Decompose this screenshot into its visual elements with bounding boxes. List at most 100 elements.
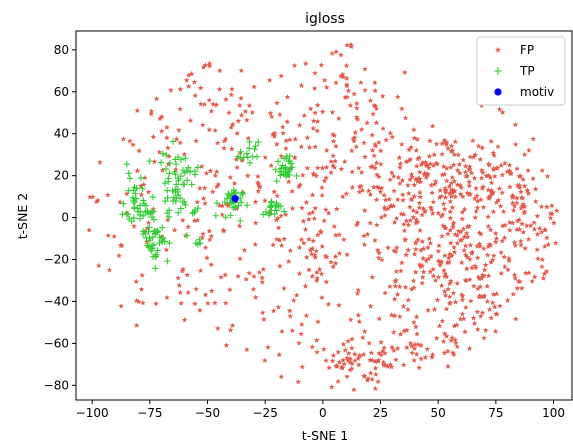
fp-point	[481, 245, 487, 252]
tp-point	[156, 234, 163, 241]
tp-point	[225, 190, 232, 198]
fp-point	[482, 327, 489, 333]
tp-point	[194, 241, 201, 248]
fp-point	[457, 316, 464, 322]
fp-point	[287, 247, 294, 253]
fp-point	[133, 278, 139, 284]
tp-point	[226, 191, 233, 198]
fp-point	[330, 263, 336, 270]
fp-point	[314, 349, 320, 355]
tp-point	[149, 233, 157, 241]
fp-point	[467, 191, 474, 197]
fp-point	[382, 350, 388, 356]
fp-point	[204, 254, 210, 261]
tp-point	[282, 163, 289, 171]
fp-point	[369, 376, 375, 382]
fp-point	[362, 153, 368, 160]
fp-point	[489, 190, 496, 196]
tp-point	[249, 153, 257, 160]
fp-point	[448, 193, 455, 199]
fp-point	[376, 250, 382, 256]
fp-point	[424, 346, 431, 352]
fp-point	[502, 222, 508, 228]
fp-point	[278, 212, 284, 219]
fp-point	[318, 271, 325, 277]
fp-point	[541, 270, 548, 277]
fp-point	[519, 285, 525, 291]
fp-point	[457, 182, 464, 188]
x-tick-label: 0	[319, 406, 327, 420]
fp-point	[347, 367, 354, 373]
fp-point	[399, 259, 405, 266]
fp-point	[206, 63, 213, 69]
fp-point	[268, 113, 275, 120]
fp-point	[493, 235, 500, 241]
fp-point	[437, 187, 444, 193]
fp-point	[197, 267, 204, 273]
fp-point	[407, 156, 414, 162]
fp-point	[401, 221, 407, 227]
fp-point	[229, 121, 236, 127]
fp-point	[210, 101, 216, 107]
fp-point	[330, 162, 336, 169]
fp-point	[381, 344, 387, 351]
fp-point	[414, 136, 421, 142]
fp-point	[440, 338, 447, 344]
fp-point	[396, 283, 403, 290]
fp-point	[319, 108, 326, 115]
y-tick-label: 40	[54, 127, 69, 141]
fp-point	[353, 143, 360, 150]
fp-point	[351, 138, 357, 144]
fp-point	[177, 86, 184, 92]
fp-point	[435, 210, 442, 216]
fp-point	[547, 210, 554, 216]
fp-point	[345, 350, 352, 356]
fp-point	[278, 153, 284, 159]
fp-point	[319, 243, 326, 249]
fp-point	[292, 154, 298, 161]
fp-point	[180, 266, 186, 272]
fp-point	[484, 298, 491, 304]
fp-point	[485, 194, 492, 200]
fp-point	[435, 274, 442, 280]
fp-point	[498, 270, 505, 276]
fp-point	[434, 161, 441, 167]
fp-point	[224, 200, 230, 207]
fp-point	[361, 373, 368, 379]
fp-point	[380, 362, 387, 368]
fp-point	[502, 263, 508, 270]
fp-point	[512, 242, 519, 248]
fp-point	[434, 297, 441, 303]
fp-point	[412, 239, 419, 245]
fp-point	[319, 192, 325, 198]
fp-point	[516, 226, 523, 232]
fp-point	[510, 207, 517, 213]
x-tick-label: 25	[373, 406, 388, 420]
fp-point	[312, 70, 318, 76]
fp-point	[351, 134, 358, 141]
fp-point	[419, 211, 425, 218]
fp-point	[315, 232, 321, 238]
tp-point	[165, 213, 173, 221]
fp-point	[322, 253, 329, 259]
fp-point	[358, 79, 364, 85]
fp-point	[383, 137, 389, 143]
fp-point	[369, 357, 376, 363]
fp-point	[541, 243, 548, 249]
fp-point	[478, 231, 484, 237]
fp-point	[445, 363, 451, 369]
fp-point	[148, 111, 154, 117]
fp-point	[134, 167, 141, 174]
fp-point	[411, 341, 418, 347]
tp-point	[146, 224, 153, 231]
fp-point	[435, 248, 442, 254]
fp-point	[492, 238, 499, 245]
fp-point	[429, 189, 435, 196]
fp-point	[438, 258, 445, 265]
fp-point	[323, 84, 330, 90]
tp-point	[160, 234, 167, 242]
fp-point	[545, 241, 552, 248]
fp-point	[409, 343, 415, 349]
fp-point	[466, 345, 473, 352]
tp-point	[277, 172, 284, 179]
